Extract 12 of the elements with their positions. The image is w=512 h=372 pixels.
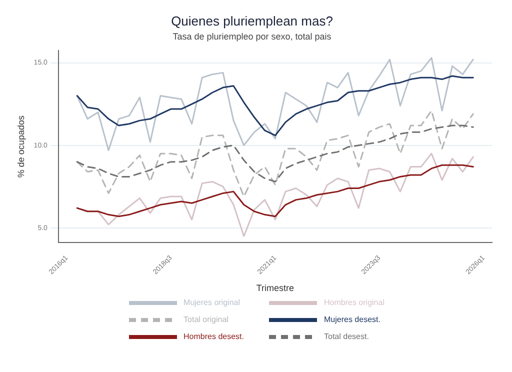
y-axis-title: % de ocupados: [16, 115, 26, 178]
text: Mujeres desest.: [324, 315, 380, 324]
text: Total original: [184, 315, 228, 324]
chart-subtitle: Tasa de pluriempleo por sexo, total pais: [172, 31, 332, 42]
chart-title: Quienes pluriemplean mas?: [171, 13, 333, 28]
line-series: [76, 110, 474, 198]
text: Mujeres original: [184, 298, 240, 307]
text: Total desest.: [324, 332, 369, 341]
line-series: [76, 124, 474, 182]
x-axis-title: Trimestre: [256, 283, 294, 294]
text: Hombres desest.: [184, 332, 244, 341]
text: Hombres original: [324, 298, 384, 307]
